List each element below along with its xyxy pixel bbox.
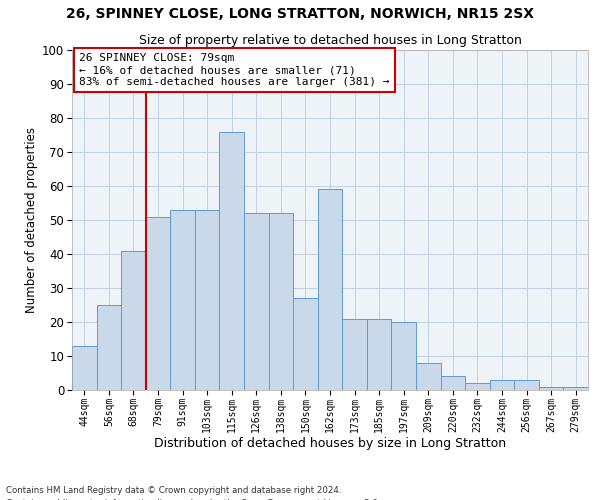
X-axis label: Distribution of detached houses by size in Long Stratton: Distribution of detached houses by size … <box>154 437 506 450</box>
Y-axis label: Number of detached properties: Number of detached properties <box>25 127 38 313</box>
Bar <box>97 305 121 390</box>
Bar <box>367 318 391 390</box>
Bar <box>269 213 293 390</box>
Bar <box>391 322 416 390</box>
Text: Contains HM Land Registry data © Crown copyright and database right 2024.: Contains HM Land Registry data © Crown c… <box>6 486 341 495</box>
Text: 26 SPINNEY CLOSE: 79sqm
← 16% of detached houses are smaller (71)
83% of semi-de: 26 SPINNEY CLOSE: 79sqm ← 16% of detache… <box>79 54 390 86</box>
Text: Contains public sector information licensed under the Open Government Licence v3: Contains public sector information licen… <box>6 498 380 500</box>
Bar <box>121 250 146 390</box>
Bar <box>195 210 220 390</box>
Bar <box>440 376 465 390</box>
Bar <box>539 386 563 390</box>
Bar <box>170 210 195 390</box>
Bar <box>563 386 588 390</box>
Text: 26, SPINNEY CLOSE, LONG STRATTON, NORWICH, NR15 2SX: 26, SPINNEY CLOSE, LONG STRATTON, NORWIC… <box>66 8 534 22</box>
Title: Size of property relative to detached houses in Long Stratton: Size of property relative to detached ho… <box>139 34 521 48</box>
Bar <box>465 383 490 390</box>
Bar <box>293 298 318 390</box>
Bar <box>244 213 269 390</box>
Bar <box>318 190 342 390</box>
Bar <box>220 132 244 390</box>
Bar <box>514 380 539 390</box>
Bar <box>490 380 514 390</box>
Bar <box>342 318 367 390</box>
Bar <box>146 216 170 390</box>
Bar <box>416 363 440 390</box>
Bar <box>72 346 97 390</box>
